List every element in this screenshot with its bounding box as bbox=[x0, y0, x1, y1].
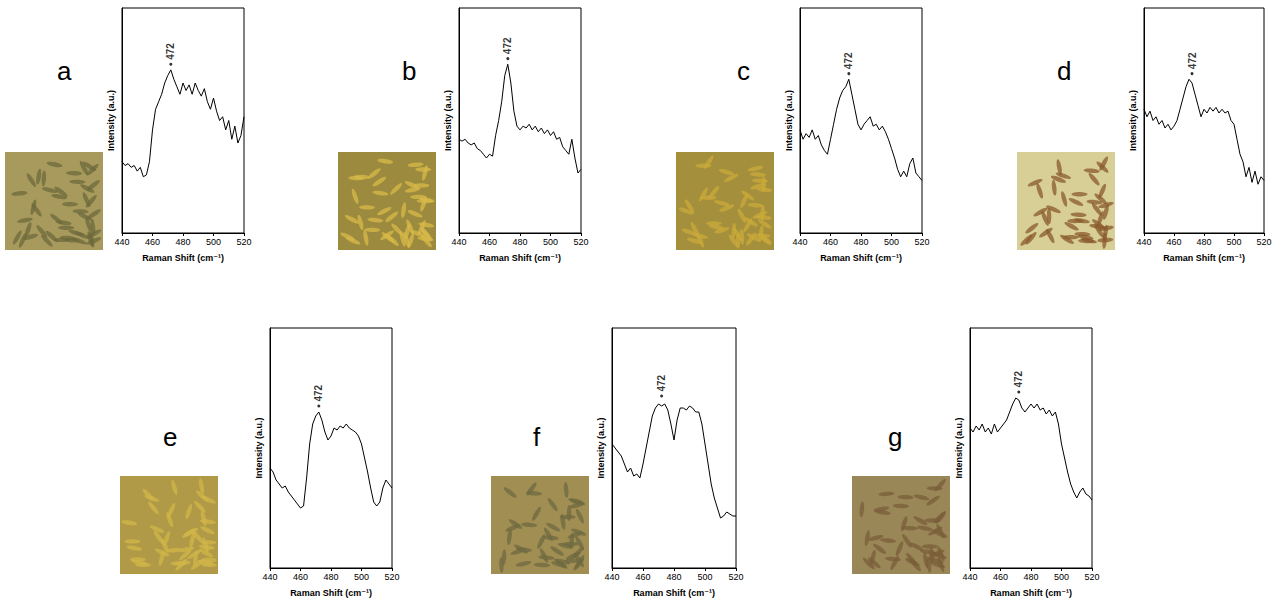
svg-text:Intensity (a.u.): Intensity (a.u.) bbox=[106, 90, 116, 151]
svg-text:500: 500 bbox=[206, 237, 221, 247]
svg-text:460: 460 bbox=[823, 237, 838, 247]
svg-text:460: 460 bbox=[993, 572, 1008, 582]
svg-text:440: 440 bbox=[1136, 237, 1151, 247]
svg-text:440: 440 bbox=[962, 572, 977, 582]
svg-text:472: 472 bbox=[656, 374, 667, 391]
svg-text:520: 520 bbox=[1256, 237, 1271, 247]
svg-text:500: 500 bbox=[697, 572, 712, 582]
svg-text:Intensity (a.u.): Intensity (a.u.) bbox=[784, 90, 794, 151]
svg-text:440: 440 bbox=[451, 237, 466, 247]
svg-text:472: 472 bbox=[165, 43, 176, 60]
svg-text:Raman Shift (cm⁻¹): Raman Shift (cm⁻¹) bbox=[142, 253, 224, 263]
svg-text:472: 472 bbox=[502, 37, 513, 54]
svg-text:Raman Shift (cm⁻¹): Raman Shift (cm⁻¹) bbox=[479, 253, 561, 263]
svg-text:520: 520 bbox=[573, 237, 588, 247]
svg-text:520: 520 bbox=[384, 572, 399, 582]
svg-text:b: b bbox=[402, 56, 416, 86]
svg-text:460: 460 bbox=[482, 237, 497, 247]
svg-text:440: 440 bbox=[262, 572, 277, 582]
svg-text:480: 480 bbox=[666, 572, 681, 582]
svg-text:500: 500 bbox=[1054, 572, 1069, 582]
svg-text:Raman Shift (cm⁻¹): Raman Shift (cm⁻¹) bbox=[290, 588, 372, 598]
svg-text:460: 460 bbox=[293, 572, 308, 582]
svg-text:Intensity (a.u.): Intensity (a.u.) bbox=[954, 417, 964, 478]
svg-text:520: 520 bbox=[236, 237, 251, 247]
svg-text:Intensity (a.u.): Intensity (a.u.) bbox=[1128, 90, 1138, 151]
svg-text:520: 520 bbox=[728, 572, 743, 582]
svg-text:472: 472 bbox=[1187, 52, 1198, 69]
svg-text:d: d bbox=[1057, 56, 1071, 86]
svg-text:472: 472 bbox=[313, 384, 324, 401]
svg-text:472: 472 bbox=[843, 52, 854, 69]
svg-text:e: e bbox=[163, 422, 177, 452]
svg-text:Intensity (a.u.): Intensity (a.u.) bbox=[596, 417, 606, 478]
svg-text:g: g bbox=[888, 422, 902, 452]
svg-text:f: f bbox=[533, 422, 541, 452]
svg-text:Raman Shift (cm⁻¹): Raman Shift (cm⁻¹) bbox=[820, 253, 902, 263]
svg-text:440: 440 bbox=[604, 572, 619, 582]
svg-text:460: 460 bbox=[635, 572, 650, 582]
svg-text:480: 480 bbox=[512, 237, 527, 247]
svg-text:c: c bbox=[737, 56, 750, 86]
svg-text:480: 480 bbox=[1196, 237, 1211, 247]
svg-text:480: 480 bbox=[853, 237, 868, 247]
svg-text:480: 480 bbox=[323, 572, 338, 582]
svg-text:440: 440 bbox=[114, 237, 129, 247]
svg-text:500: 500 bbox=[884, 237, 899, 247]
svg-text:500: 500 bbox=[354, 572, 369, 582]
svg-text:Intensity (a.u.): Intensity (a.u.) bbox=[443, 90, 453, 151]
svg-text:500: 500 bbox=[543, 237, 558, 247]
svg-text:472: 472 bbox=[1013, 370, 1024, 387]
svg-text:440: 440 bbox=[792, 237, 807, 247]
svg-text:520: 520 bbox=[914, 237, 929, 247]
svg-text:460: 460 bbox=[145, 237, 160, 247]
svg-text:480: 480 bbox=[1023, 572, 1038, 582]
svg-text:Raman Shift (cm⁻¹): Raman Shift (cm⁻¹) bbox=[990, 588, 1072, 598]
svg-text:Raman Shift (cm⁻¹): Raman Shift (cm⁻¹) bbox=[633, 588, 715, 598]
svg-text:480: 480 bbox=[175, 237, 190, 247]
svg-text:Intensity (a.u.): Intensity (a.u.) bbox=[254, 417, 264, 478]
svg-text:Raman Shift (cm⁻¹): Raman Shift (cm⁻¹) bbox=[1163, 253, 1245, 263]
svg-text:500: 500 bbox=[1226, 237, 1241, 247]
svg-text:520: 520 bbox=[1084, 572, 1099, 582]
svg-text:a: a bbox=[57, 56, 72, 86]
svg-text:460: 460 bbox=[1166, 237, 1181, 247]
